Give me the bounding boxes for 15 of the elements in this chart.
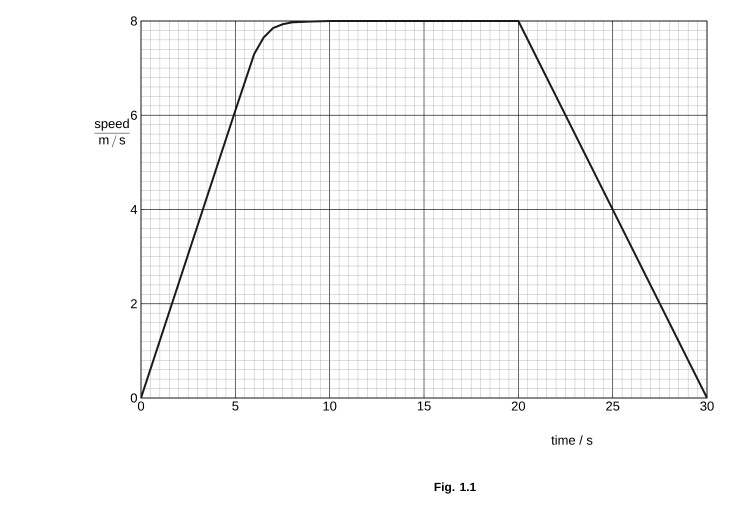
x-tick-label: 5: [232, 402, 238, 411]
x-tick-label: 10: [323, 402, 336, 411]
x-tick-label: 25: [606, 402, 620, 411]
x-tick-label: 30: [700, 402, 714, 411]
x-tick-label: 20: [512, 402, 526, 411]
y-tick-label: 8: [130, 16, 137, 26]
x-axis-title: time / s: [551, 435, 592, 445]
y-tick-label: 6: [130, 110, 137, 120]
text: Fig. 1.1: [434, 482, 476, 494]
y-tick-label: 4: [130, 205, 138, 214]
y-tick-label: 2: [130, 299, 137, 308]
x-tick-label: 15: [418, 402, 431, 411]
y-axis-title: $\dfrac{\mathsf{speed}}{\mathsf{m\,/\,s}}$: [94, 118, 130, 148]
x-tick-label: 0: [138, 402, 144, 411]
y-tick-label: 0: [130, 393, 137, 403]
